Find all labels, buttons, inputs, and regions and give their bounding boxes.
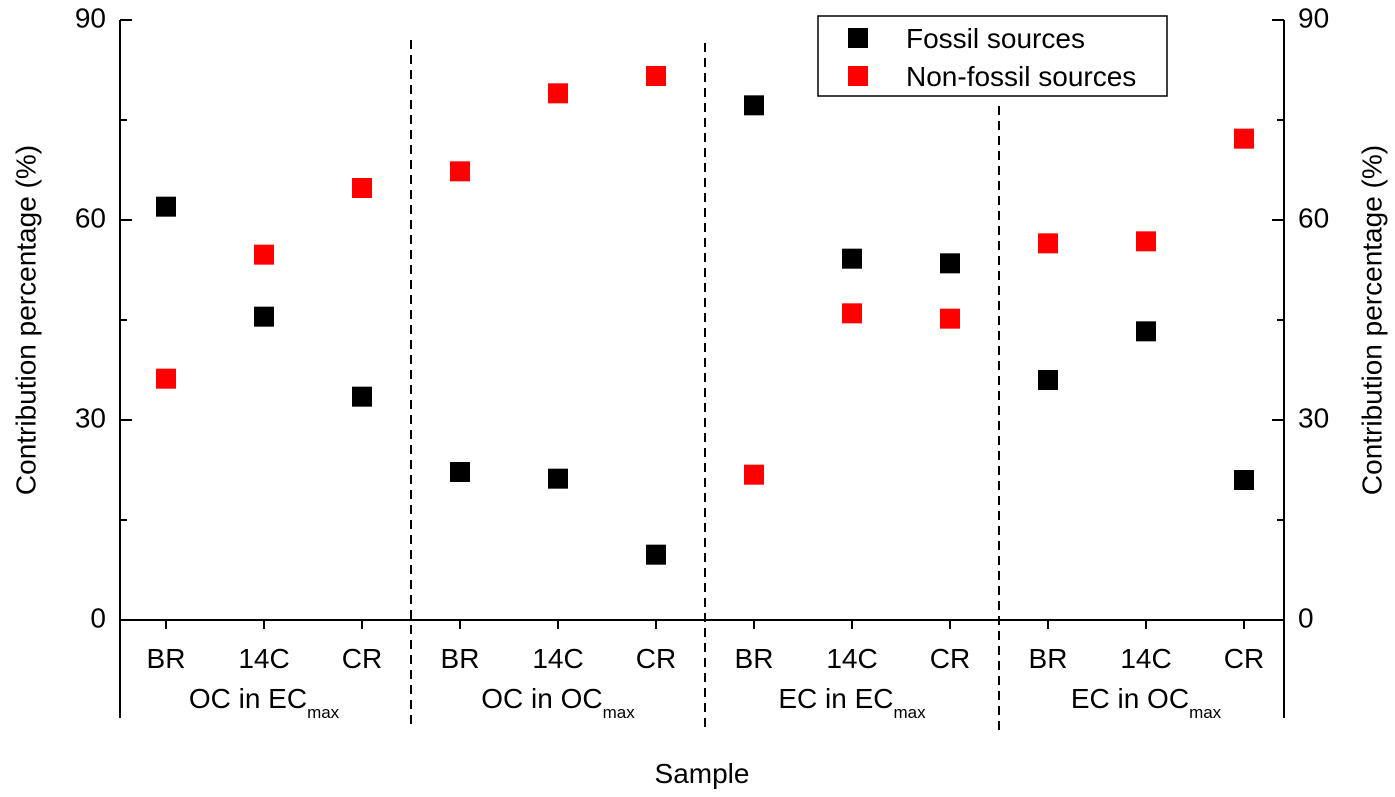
category-label: 14C xyxy=(826,643,877,674)
point-non-fossil xyxy=(1136,231,1156,252)
category-label: CR xyxy=(1224,643,1264,674)
point-fossil xyxy=(940,253,960,274)
y-ticks: 0 0 30 30 60 60 90 90 xyxy=(75,2,1329,633)
y-tick-label-right: 60 xyxy=(1298,202,1329,233)
y-tick-label-left: 0 xyxy=(90,602,106,633)
point-fossil xyxy=(1136,321,1156,342)
group-label: EC in OCmax xyxy=(1071,683,1222,722)
y-axis-title-right: Contribution percentage (%) xyxy=(1356,145,1387,495)
point-fossil xyxy=(646,544,666,565)
legend-box xyxy=(817,15,1168,97)
group-dividers xyxy=(119,40,1285,730)
legend-label-non-fossil: Non-fossil sources xyxy=(906,61,1136,92)
group-label: EC in ECmax xyxy=(778,683,926,722)
point-fossil xyxy=(156,196,176,217)
point-non-fossil xyxy=(1234,128,1254,149)
category-label: BR xyxy=(735,643,774,674)
point-non-fossil xyxy=(450,161,470,182)
x-axis-title: Sample xyxy=(655,758,750,789)
point-non-fossil xyxy=(842,303,862,324)
y-tick-label-left: 90 xyxy=(75,2,106,33)
y-tick-label-right: 30 xyxy=(1298,402,1329,433)
category-label: CR xyxy=(636,643,676,674)
point-non-fossil xyxy=(254,244,274,265)
point-fossil xyxy=(1038,370,1058,390)
y-axis-title-left: Contribution percentage (%) xyxy=(10,145,41,495)
y-tick-label-left: 60 xyxy=(75,202,106,233)
point-fossil xyxy=(450,462,470,482)
category-label: 14C xyxy=(238,643,289,674)
category-label: CR xyxy=(930,643,970,674)
point-non-fossil xyxy=(1038,233,1058,254)
y-tick-label-right: 0 xyxy=(1298,602,1314,633)
category-label: 14C xyxy=(532,643,583,674)
point-non-fossil xyxy=(940,308,960,329)
legend-label-fossil: Fossil sources xyxy=(906,23,1085,54)
point-non-fossil xyxy=(352,178,372,198)
y-tick-label-right: 90 xyxy=(1298,2,1329,33)
point-non-fossil xyxy=(646,66,666,86)
legend-marker-non-fossil xyxy=(848,66,868,86)
category-labels: BR 14C CR BR 14C CR BR 14C CR BR 14C CR xyxy=(147,643,1265,674)
point-fossil xyxy=(1234,470,1254,490)
point-non-fossil xyxy=(744,464,764,485)
point-non-fossil xyxy=(156,368,176,389)
point-fossil xyxy=(352,386,372,407)
category-label: BR xyxy=(441,643,480,674)
point-non-fossil xyxy=(548,83,568,104)
group-label: OC in OCmax xyxy=(481,683,635,722)
point-fossil xyxy=(744,95,764,116)
x-ticks xyxy=(165,620,1245,629)
group-label: OC in ECmax xyxy=(189,683,340,722)
data-points xyxy=(156,66,1254,565)
point-fossil xyxy=(254,306,274,327)
category-label: BR xyxy=(147,643,186,674)
point-fossil xyxy=(842,248,862,269)
legend-marker-fossil xyxy=(848,28,868,48)
category-label: BR xyxy=(1029,643,1068,674)
legend: Fossil sources Non-fossil sources xyxy=(817,15,1168,97)
category-label: 14C xyxy=(1120,643,1171,674)
category-label: CR xyxy=(342,643,382,674)
y-tick-label-left: 30 xyxy=(75,402,106,433)
point-fossil xyxy=(548,468,568,489)
group-labels: OC in ECmax OC in OCmax EC in ECmax EC in O… xyxy=(189,683,1222,722)
